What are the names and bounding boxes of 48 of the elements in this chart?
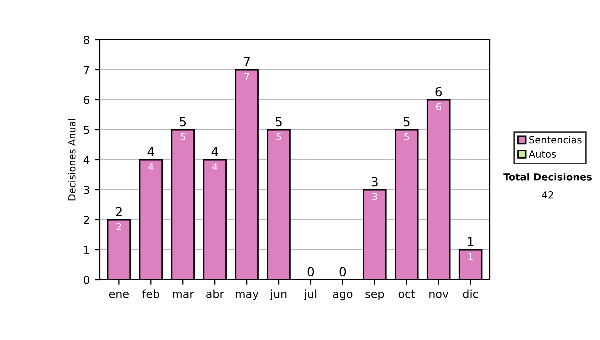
data-label: 5 [276, 133, 282, 141]
legend-label: Autos [529, 150, 556, 158]
data-label: 4 [148, 163, 154, 170]
x-tick-label: jul [304, 290, 317, 300]
total-label: 6 [436, 87, 442, 97]
x-tick-label: jun [270, 290, 287, 300]
total-label: 7 [244, 57, 250, 66]
x-tick-label: abr [206, 290, 224, 298]
total-label: 2 [116, 207, 122, 216]
x-tick-label: oct [398, 290, 416, 298]
data-label: 2 [116, 223, 122, 230]
total-label: 0 [308, 267, 314, 277]
text: Total Decisiones [504, 173, 592, 181]
y-tick-label: 2 [84, 216, 90, 224]
total-label: 5 [276, 117, 282, 127]
total-label: 0 [340, 267, 346, 277]
x-tick-label: feb [142, 290, 160, 298]
y-axis-title: Decisiones Anual [68, 119, 76, 201]
legend-label: Sentencias [530, 136, 582, 144]
total-label: 4 [148, 147, 154, 156]
data-label: 7 [244, 73, 250, 80]
x-tick-label: ene [109, 292, 129, 298]
y-tick-label: 4 [84, 156, 90, 164]
y-tick-label: 5 [84, 126, 90, 134]
x-tick-label: ago [333, 292, 353, 300]
x-tick-label: may [236, 292, 259, 300]
total-label: 4 [212, 147, 218, 156]
y-tick-label: 8 [84, 36, 90, 44]
data-label: 5 [180, 133, 186, 141]
x-tick-label: mar [173, 292, 194, 298]
total-label: 1 [468, 237, 474, 246]
text: 42 [542, 191, 554, 199]
data-label: 1 [468, 253, 474, 260]
total-label: 5 [404, 117, 410, 127]
total-label: 5 [180, 117, 186, 127]
x-tick-label: nov [430, 292, 449, 298]
total-label: 3 [372, 177, 378, 187]
y-tick-label: 6 [84, 96, 90, 104]
data-label: 5 [404, 133, 410, 141]
y-tick-label: 0 [84, 276, 90, 284]
data-label: 4 [212, 163, 218, 170]
y-tick-label: 3 [84, 186, 90, 194]
x-tick-label: sep [366, 292, 384, 300]
x-tick-label: dic [463, 290, 478, 298]
data-label: 3 [372, 193, 378, 201]
y-tick-label: 7 [84, 66, 90, 74]
y-tick-label: 1 [84, 246, 90, 254]
data-label: 6 [436, 103, 442, 111]
